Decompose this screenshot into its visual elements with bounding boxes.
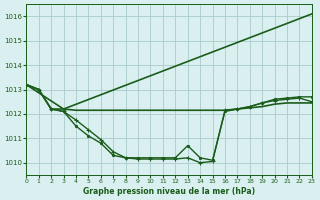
X-axis label: Graphe pression niveau de la mer (hPa): Graphe pression niveau de la mer (hPa) xyxy=(83,187,255,196)
